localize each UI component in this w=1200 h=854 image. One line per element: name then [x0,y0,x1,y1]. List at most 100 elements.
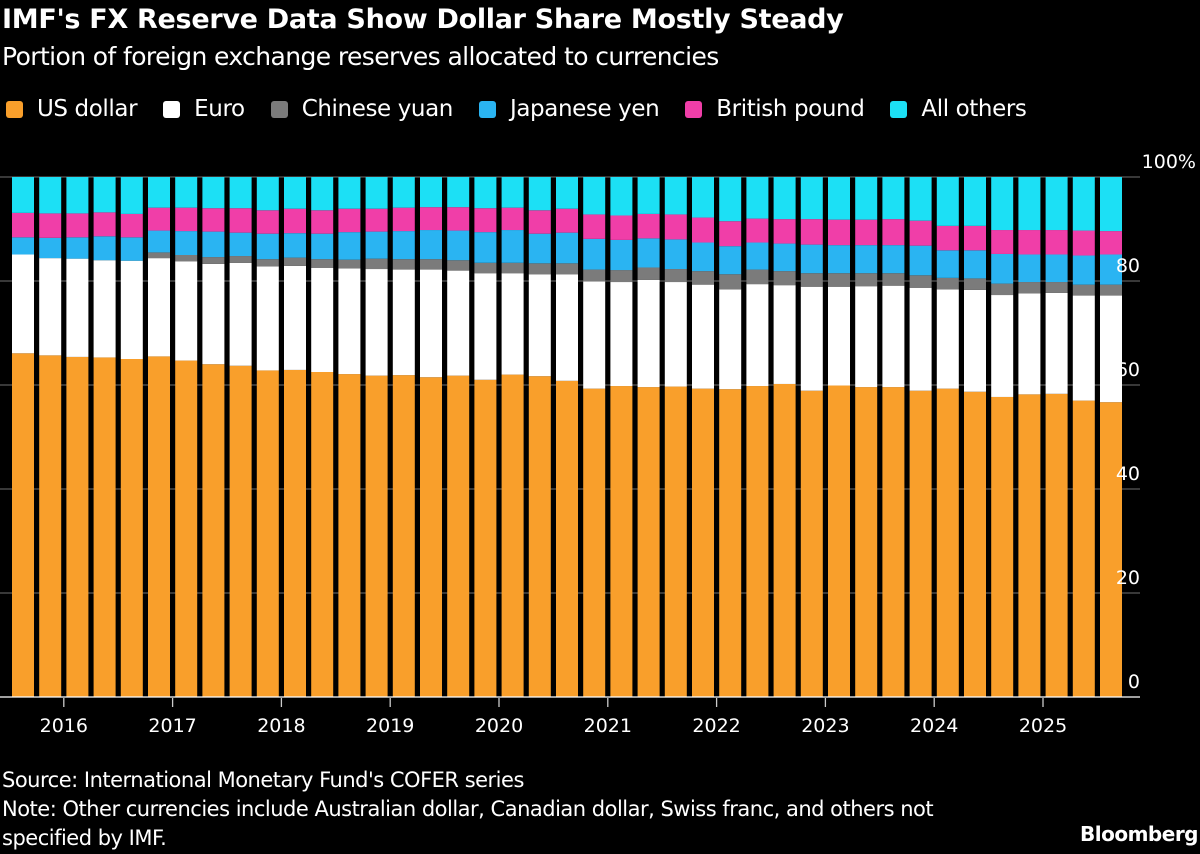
bar-british-pound [420,207,442,231]
bar-all-others [855,177,878,220]
bar-japanese-yen [719,246,742,275]
legend-label: Japanese yen [509,96,660,122]
bar-japanese-yen [148,230,170,253]
bar-all-others [692,177,714,218]
bar-us-dollar [964,391,986,697]
bar-british-pound [148,207,170,231]
bar-japanese-yen [556,232,578,264]
bar-chinese-yuan [447,260,470,271]
legend-label: All others [921,96,1027,122]
bar-japanese-yen [692,242,714,272]
bar-euro [664,282,687,387]
bar-british-pound [828,219,850,246]
x-tick-label: 2016 [40,715,88,737]
bar-japanese-yen [882,245,905,274]
legend-swatch [890,100,908,118]
bar-chinese-yuan [637,267,660,280]
bar-chinese-yuan [664,269,687,283]
y-tick-label: 0 [1128,671,1140,693]
legend-swatch [270,100,288,118]
bar-chinese-yuan [855,273,878,287]
y-tick-label: 40 [1116,463,1140,485]
bar-british-pound [719,221,742,247]
bar-japanese-yen [12,237,34,255]
bar-japanese-yen [338,232,361,260]
bar-all-others [664,177,687,215]
bar-british-pound [964,225,986,251]
bar-all-others [256,177,279,211]
bar-british-pound [12,212,34,238]
bar-japanese-yen [909,245,932,276]
bar-us-dollar [991,396,1014,697]
x-tick-label: 2022 [692,715,740,737]
bar-japanese-yen [392,231,415,260]
bar-all-others [719,177,742,222]
bar-us-dollar [909,390,932,697]
legend-swatch [478,100,496,118]
bar-all-others [610,177,633,216]
bar-us-dollar [202,364,225,697]
bar-british-pound [229,208,252,233]
bar-us-dollar [39,355,62,697]
bar-japanese-yen [936,250,959,278]
bar-all-others [66,177,89,214]
bar-euro [637,279,660,388]
bar-chinese-yuan [692,271,714,285]
bar-japanese-yen [746,242,769,270]
bar-british-pound [93,212,116,237]
bar-all-others [773,177,796,220]
bar-all-others [800,177,823,220]
bar-japanese-yen [1018,254,1041,283]
bar-euro [882,285,905,388]
y-tick-label: 60 [1116,359,1140,381]
bar-japanese-yen [800,244,823,274]
bar-euro [66,258,89,357]
bar-euro [800,286,823,391]
bar-euro [39,258,62,356]
y-tick-label: 100% [1142,151,1196,173]
bar-british-pound [882,219,905,246]
bar-all-others [909,177,932,221]
bar-euro [610,282,633,387]
bar-chinese-yuan [1100,284,1122,296]
bar-british-pound [855,219,878,246]
bar-chinese-yuan [175,255,198,262]
bar-all-others [148,177,170,208]
bar-japanese-yen [256,233,279,260]
bar-euro [175,261,198,361]
bar-british-pound [447,207,470,231]
bar-us-dollar [528,376,551,697]
legend-item-chinese-yuan: Chinese yuan [270,96,453,122]
bar-euro [773,285,796,384]
x-tick-label: 2025 [1019,715,1067,737]
bar-us-dollar [66,356,89,697]
bar-euro [474,273,497,380]
bar-all-others [447,177,470,208]
bar-british-pound [256,210,279,234]
bar-us-dollar [1045,393,1068,697]
bar-british-pound [501,207,524,231]
bar-all-others [1045,177,1068,231]
bar-japanese-yen [447,230,470,261]
bar-euro [855,286,878,388]
bar-chinese-yuan [909,275,932,288]
bar-british-pound [610,215,633,240]
bar-euro [1045,292,1068,394]
bar-chinese-yuan [773,271,796,286]
bar-japanese-yen [610,239,633,271]
bar-us-dollar [1072,400,1095,697]
bar-british-pound [311,210,334,234]
legend-label: British pound [716,96,865,122]
legend-item-japanese-yen: Japanese yen [478,96,660,122]
bar-japanese-yen [39,237,62,259]
x-tick-label: 2019 [366,715,414,737]
bar-euro [447,270,470,376]
bar-euro [556,274,578,381]
bar-british-pound [338,208,361,233]
bar-british-pound [365,208,388,232]
bar-japanese-yen [1045,254,1068,283]
bar-us-dollar [93,357,116,697]
bar-japanese-yen [66,237,89,259]
bar-chinese-yuan [583,269,606,282]
bar-japanese-yen [229,232,252,257]
